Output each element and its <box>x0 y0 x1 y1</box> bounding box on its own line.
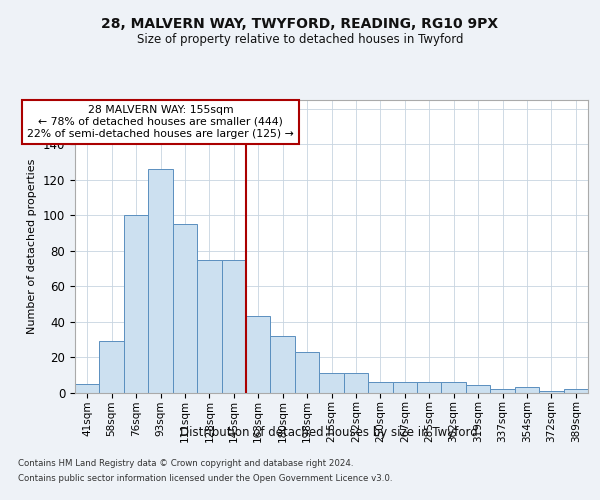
Bar <box>515 387 539 392</box>
Text: 28, MALVERN WAY, TWYFORD, READING, RG10 9PX: 28, MALVERN WAY, TWYFORD, READING, RG10 … <box>101 18 499 32</box>
Bar <box>124 215 148 392</box>
Bar <box>173 224 197 392</box>
Bar <box>295 352 319 393</box>
Bar <box>221 260 246 392</box>
Bar <box>466 386 490 392</box>
Bar <box>442 382 466 392</box>
Bar <box>197 260 221 392</box>
Bar <box>539 390 563 392</box>
Text: Contains public sector information licensed under the Open Government Licence v3: Contains public sector information licen… <box>18 474 392 483</box>
Bar <box>148 169 173 392</box>
Bar <box>392 382 417 392</box>
Text: Contains HM Land Registry data © Crown copyright and database right 2024.: Contains HM Land Registry data © Crown c… <box>18 460 353 468</box>
Bar <box>271 336 295 392</box>
Bar <box>319 373 344 392</box>
Text: Distribution of detached houses by size in Twyford: Distribution of detached houses by size … <box>180 426 478 439</box>
Bar <box>417 382 442 392</box>
Bar <box>246 316 271 392</box>
Y-axis label: Number of detached properties: Number of detached properties <box>28 158 37 334</box>
Bar <box>490 389 515 392</box>
Bar <box>100 341 124 392</box>
Bar <box>368 382 392 392</box>
Bar <box>563 389 588 392</box>
Bar <box>75 384 100 392</box>
Bar <box>344 373 368 392</box>
Text: Size of property relative to detached houses in Twyford: Size of property relative to detached ho… <box>137 32 463 46</box>
Text: 28 MALVERN WAY: 155sqm
← 78% of detached houses are smaller (444)
22% of semi-de: 28 MALVERN WAY: 155sqm ← 78% of detached… <box>27 106 294 138</box>
